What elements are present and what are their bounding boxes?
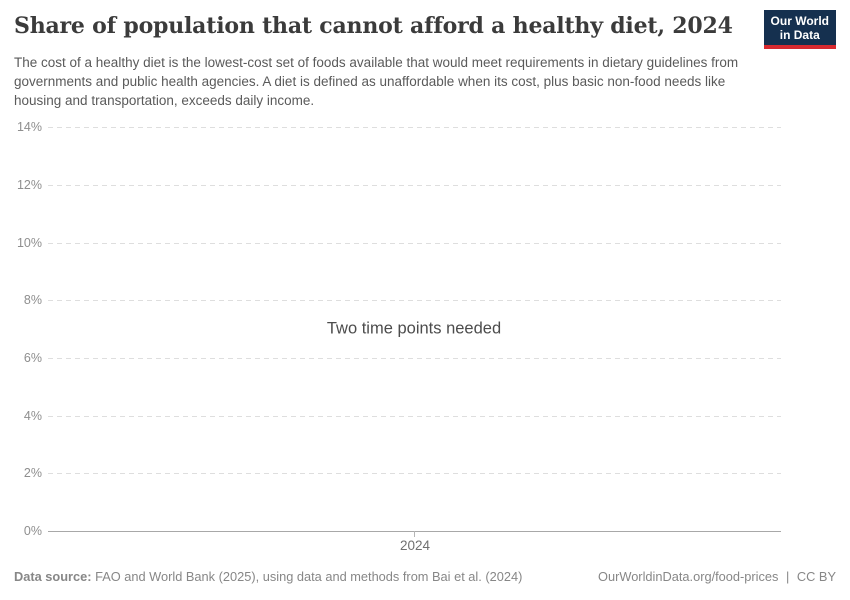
x-tick-label: 2024: [399, 538, 431, 553]
chart-footer: Data source: FAO and World Bank (2025), …: [14, 569, 836, 584]
x-tick-mark: [414, 531, 415, 537]
y-gridline: [48, 358, 781, 359]
y-gridline: [48, 243, 781, 244]
y-gridline: [48, 416, 781, 417]
y-tick-label: 2%: [23, 466, 42, 480]
data-source-text: FAO and World Bank (2025), using data an…: [95, 569, 523, 584]
y-gridline: [48, 185, 781, 186]
chart-subtitle: The cost of a healthy diet is the lowest…: [14, 55, 739, 108]
data-source-label: Data source:: [14, 569, 92, 584]
empty-state-message: Two time points needed: [326, 319, 502, 338]
y-gridline: [48, 300, 781, 301]
page-title: Share of population that cannot afford a…: [14, 13, 733, 39]
license-label: CC BY: [796, 569, 836, 584]
y-tick-label: 6%: [23, 351, 42, 365]
footer-divider: |: [786, 569, 790, 584]
footer-attribution: OurWorldinData.org/food-prices | CC BY: [598, 569, 836, 584]
owid-url-link[interactable]: OurWorldinData.org/food-prices: [598, 569, 779, 584]
y-tick-label: 10%: [16, 236, 42, 250]
y-tick-label: 14%: [16, 120, 42, 134]
owid-logo-line2: in Data: [779, 28, 820, 42]
y-gridline: [48, 127, 781, 128]
y-gridline: [48, 473, 781, 474]
y-tick-label: 8%: [23, 293, 42, 307]
y-tick-label: 12%: [16, 178, 42, 192]
owid-logo[interactable]: Our World in Data: [763, 10, 836, 49]
owid-logo-line1: Our World: [770, 14, 829, 28]
y-tick-label: 0%: [23, 524, 42, 538]
data-source-note: Data source: FAO and World Bank (2025), …: [14, 569, 522, 584]
y-tick-label: 4%: [23, 409, 42, 423]
